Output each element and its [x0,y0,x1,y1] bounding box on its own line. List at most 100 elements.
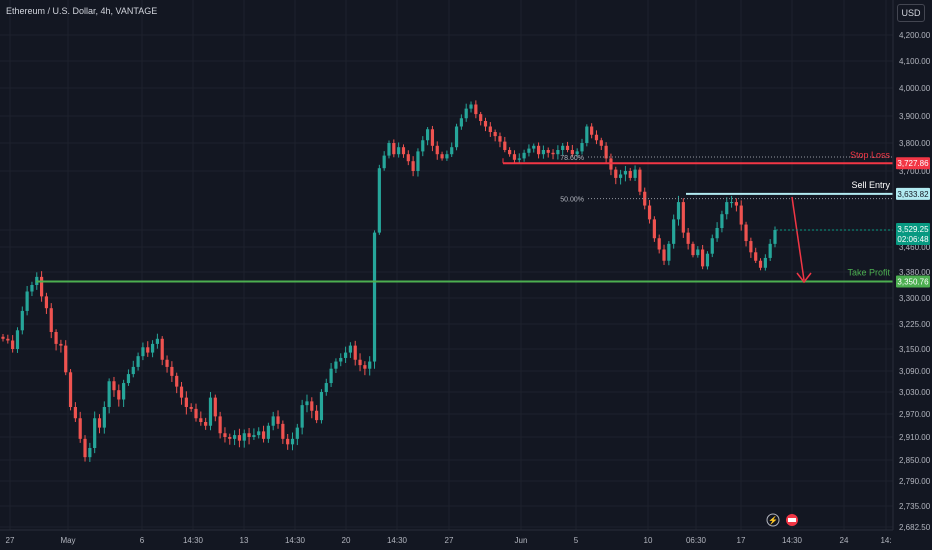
candle-body [532,145,536,149]
candle-body [758,260,763,268]
annotation-text: Sell Entry [851,180,890,190]
candle-body [382,155,386,169]
price-label-text: 3,633.82 [897,190,929,199]
candle-body [334,361,338,369]
candle-body [247,433,251,437]
candle-body [319,392,324,421]
candle-body [633,169,637,178]
candle-body [454,126,459,148]
candle-body [575,151,579,155]
candle-body [368,361,372,369]
price-tick-label: 2,682.50 [899,523,931,532]
candle-body [392,143,396,155]
candle-body [117,390,121,400]
candle-body [170,366,174,376]
candle-body [281,423,285,439]
time-tick-label: 14: [880,536,891,545]
price-label-text: 3,350.76 [897,278,929,287]
candle-body [252,435,256,437]
candle-body [78,418,82,439]
candle-body [599,140,603,146]
time-tick-label: 24 [840,536,849,545]
candle-body [619,174,623,178]
candle-body [749,241,753,253]
price-labels: 3,727.86 3,633.82 3,350.76 3,529.2502:06:48… [766,157,930,527]
price-tick-label: 3,030.00 [899,388,931,397]
candle-body [305,401,309,406]
candle-body [546,150,550,153]
candle-body [257,431,261,436]
price-label-box [896,187,930,200]
candle-body [25,291,29,311]
candle-body [233,435,237,439]
candle-body [729,202,734,204]
candle-body [387,143,391,156]
candle-body [734,202,738,206]
candle-body [30,285,34,292]
candle-body [768,243,772,258]
candle-body [102,407,106,428]
candle-body [739,205,743,225]
current-price-text: 3,529.25 [897,225,929,234]
candle-body [286,438,290,445]
candle-body [223,433,227,437]
candle-body [54,332,58,344]
price-tick-label: 3,800.00 [899,139,931,148]
price-tick-label: 3,150.00 [899,345,931,354]
candle-body [459,118,463,127]
candle-body [261,431,266,439]
candle-body [570,150,574,155]
candle-body [638,169,642,192]
time-tick-label: 27 [445,536,454,545]
candle-body [68,372,73,407]
candle-body [377,168,381,233]
candle-body [141,347,145,357]
projection-arrow-head [796,272,812,284]
candle-body [493,132,497,137]
candle-body [705,253,710,267]
price-tick-label: 2,735.00 [899,502,931,511]
price-tick-label: 4,200.00 [899,31,931,40]
candle-body [541,150,545,155]
candle-body [353,345,357,360]
candle-body [237,435,242,441]
candle-body [155,338,159,344]
candle-body [411,161,415,171]
candle-body [517,158,521,160]
candle-body [290,438,295,445]
candle-body [604,145,608,159]
price-tick-label: 3,380.00 [899,268,931,277]
candle-body [112,381,116,391]
time-tick-label: Jun [515,536,528,545]
candle-body [397,147,401,155]
time-tick-label: 14:30 [183,536,204,545]
candle-body [324,383,328,392]
candle-body [266,425,270,439]
candle-body [146,347,150,353]
candle-body [672,219,676,244]
candle-body [93,418,97,448]
candle-body [763,257,767,268]
price-tick-label: 3,900.00 [899,112,931,121]
candle-body [363,365,367,369]
candles [1,100,777,462]
candle-body [401,147,406,155]
price-tick-label: 2,790.00 [899,477,931,486]
candle-body [681,202,685,233]
candle-body [213,397,217,417]
candle-body [204,422,208,426]
candle-body [73,407,77,419]
candle-body [696,249,700,256]
time-tick-label: 06:30 [686,536,707,545]
price-label-text: 3,727.86 [897,159,929,168]
candle-body [160,338,164,360]
candle-body [536,145,541,155]
time-tick-label: 20 [342,536,351,545]
candle-body [628,171,632,178]
time-tick-label: 14:30 [285,536,306,545]
currency-button[interactable]: USD [897,4,925,22]
time-tick-label: 5 [574,536,579,545]
candle-body [426,129,430,141]
candle-body [508,150,512,155]
